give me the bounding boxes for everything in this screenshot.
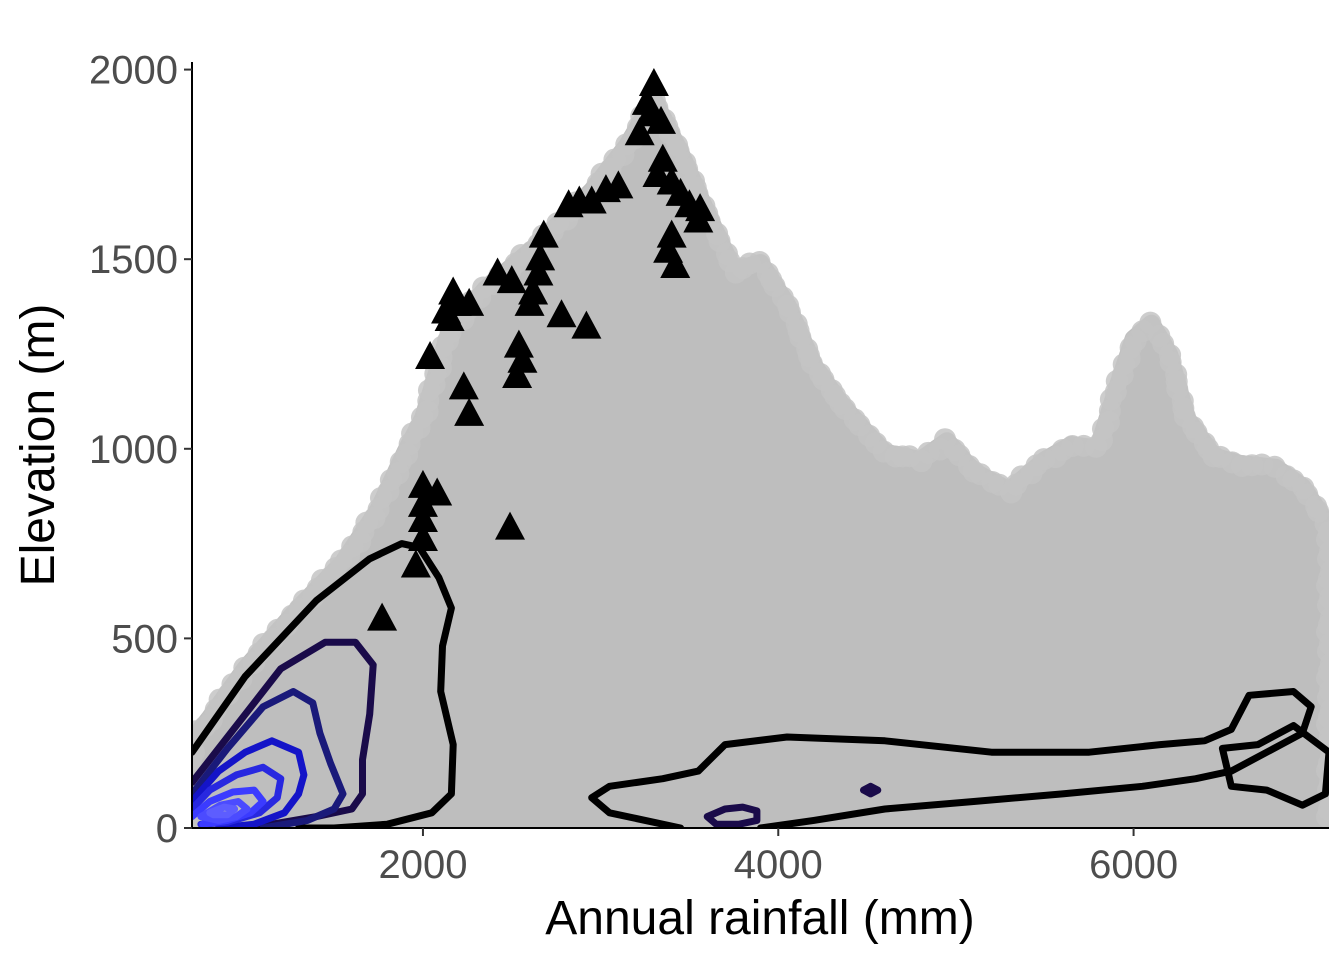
triangle-point xyxy=(525,242,556,271)
triangle-point xyxy=(571,310,602,339)
density-contour-line xyxy=(192,688,347,828)
triangle-point xyxy=(367,602,398,631)
triangle-point xyxy=(528,219,559,248)
triangle-point xyxy=(495,511,526,540)
ticks: 2000 4000 6000 0 500 1000 1500 2000 xyxy=(89,49,1178,887)
triangle-point xyxy=(514,287,545,316)
background-point xyxy=(1316,805,1329,828)
triangle-point xyxy=(448,371,479,400)
triangle-point xyxy=(400,549,431,578)
density-contour-line xyxy=(192,737,308,828)
density-contours xyxy=(192,540,1329,828)
triangle-point xyxy=(685,193,716,222)
triangle-point xyxy=(496,265,527,294)
triangle-point xyxy=(646,105,677,134)
y-tick-label: 1500 xyxy=(89,238,178,282)
triangle-point xyxy=(415,340,446,369)
triangle-point xyxy=(422,477,453,506)
density-contour-line xyxy=(206,803,239,819)
y-tick-label: 2000 xyxy=(89,49,178,93)
triangle-point xyxy=(434,303,465,332)
triangle-point xyxy=(523,257,554,286)
triangle-point xyxy=(454,397,485,426)
triangle-point xyxy=(683,204,714,233)
triangle-point xyxy=(553,189,584,218)
triangle-point xyxy=(407,488,438,517)
x-tick-label: 4000 xyxy=(734,843,823,887)
triangle-point xyxy=(660,249,691,278)
density-contour-line xyxy=(1218,722,1329,809)
triangle-point xyxy=(454,287,485,316)
triangle-point xyxy=(546,299,577,328)
density-contour-line xyxy=(588,688,1315,828)
y-tick-label: 0 xyxy=(156,807,178,851)
triangle-point xyxy=(656,219,687,248)
y-tick-label: 500 xyxy=(111,617,178,661)
triangle-point xyxy=(638,67,669,96)
x-axis-title: Annual rainfall (mm) xyxy=(545,892,974,945)
triangle-point xyxy=(503,329,534,358)
triangle-point xyxy=(407,523,438,552)
triangle-point xyxy=(624,117,655,146)
y-axis-title: Elevation (m) xyxy=(12,304,65,587)
x-tick-label: 6000 xyxy=(1089,843,1178,887)
point-cloud-area xyxy=(192,90,1329,828)
background-point-cloud xyxy=(192,89,1329,828)
y-tick-label: 1000 xyxy=(89,428,178,472)
triangle-point xyxy=(590,174,621,203)
density-contour-line xyxy=(192,540,457,828)
triangle-point xyxy=(502,359,533,388)
axes xyxy=(191,62,1329,829)
x-tick-label: 2000 xyxy=(378,843,467,887)
triangle-markers xyxy=(367,67,716,631)
density-contour-line xyxy=(860,782,882,798)
density-contour-line xyxy=(703,803,761,828)
triangle-point xyxy=(407,504,438,533)
